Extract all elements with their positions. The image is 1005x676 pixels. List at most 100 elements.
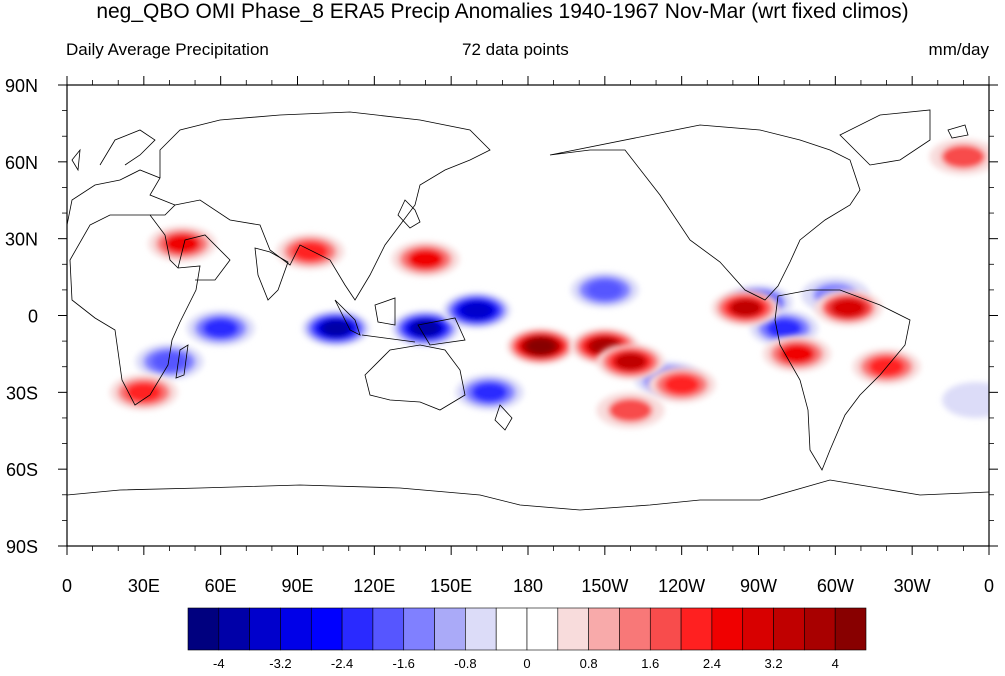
subtitle-left: Daily Average Precipitation xyxy=(66,40,269,59)
anomaly-cell xyxy=(135,343,204,380)
x-tick-label: 90W xyxy=(740,576,777,596)
anomaly-contour xyxy=(830,297,867,318)
anomaly-cell xyxy=(570,271,639,308)
anomaly-contour xyxy=(321,319,351,337)
colorbar-box xyxy=(526,607,559,651)
colorbar-label: 3.2 xyxy=(765,656,783,671)
colorbar-box xyxy=(218,607,250,651)
anomaly-cell xyxy=(929,138,989,175)
anomaly-contour xyxy=(729,298,762,317)
colorbar-box xyxy=(834,607,867,651)
anomaly-contour xyxy=(292,241,329,262)
colorbar-box xyxy=(187,607,220,651)
anomaly-cell xyxy=(506,328,575,365)
x-tick-label: 60E xyxy=(205,576,237,596)
colorbar-box xyxy=(619,607,651,651)
colorbar-box xyxy=(711,607,744,651)
anomaly-contour xyxy=(471,382,508,403)
colorbar-label: 2.4 xyxy=(703,656,721,671)
anomaly-field xyxy=(109,138,989,429)
anomaly-cell xyxy=(596,392,665,429)
colorbar-label: -0.8 xyxy=(454,656,476,671)
anomaly-cell xyxy=(570,328,639,365)
anomaly-contour xyxy=(663,374,700,395)
colorbar-box xyxy=(249,607,281,651)
anomaly-cell xyxy=(391,310,460,347)
anomaly-contour xyxy=(202,318,239,339)
x-tick-label: 60W xyxy=(817,576,854,596)
colorbar-box xyxy=(280,607,312,651)
colorbar-box xyxy=(372,607,405,651)
y-tick-label: 90N xyxy=(5,76,38,96)
anomaly-cell xyxy=(455,374,524,411)
colorbar-box xyxy=(804,607,836,651)
anomaly-contour xyxy=(941,144,986,169)
y-tick-label: 30N xyxy=(5,230,38,250)
colorbar-box xyxy=(680,607,713,651)
colorbar-label: -2.4 xyxy=(331,656,353,671)
colorbar-label: -3.2 xyxy=(269,656,291,671)
colorbar-box xyxy=(742,607,774,651)
colorbar-box xyxy=(557,607,589,651)
x-tick-label: 30E xyxy=(128,576,160,596)
anomaly-contour xyxy=(407,249,444,270)
colorbar-label: 1.6 xyxy=(641,656,659,671)
y-tick-label: 60N xyxy=(5,153,38,173)
x-tick-label: 180 xyxy=(513,576,543,596)
colorbar-box xyxy=(773,607,805,651)
colorbar-box xyxy=(310,607,343,651)
anomaly-cell xyxy=(762,335,831,372)
anomaly-contour xyxy=(586,279,623,300)
colorbar-box xyxy=(495,607,528,651)
coastlines xyxy=(67,109,989,511)
x-tick-label: 0 xyxy=(62,576,72,596)
anomaly-cell xyxy=(814,289,883,326)
x-tick-label: 0 xyxy=(984,576,994,596)
anomaly-cell xyxy=(596,343,665,380)
anomaly-cell xyxy=(301,310,370,347)
y-tick-label: 30S xyxy=(6,383,38,403)
x-tick-label: 150W xyxy=(581,576,628,596)
x-tick-label: 150E xyxy=(430,576,472,596)
y-tick-label: 60S xyxy=(6,460,38,480)
colorbar-label: 4 xyxy=(832,656,839,671)
colorbar-box xyxy=(403,607,435,651)
anomaly-cell xyxy=(391,241,460,278)
colorbar-box xyxy=(649,607,682,651)
anomaly-contour xyxy=(461,301,492,319)
chart-title: neg_QBO OMI Phase_8 ERA5 Precip Anomalie… xyxy=(96,0,909,23)
anomaly-contour xyxy=(125,382,162,403)
colorbar-label: 0 xyxy=(523,656,530,671)
colorbar-label: -4 xyxy=(213,656,225,671)
colorbar: -4 -3.2 -2.4 -1.6 -0.8 0 0.8 1.6 2.4 3.2 4 xyxy=(187,607,867,671)
x-tick-label: 120W xyxy=(658,576,705,596)
anomaly-contour xyxy=(942,382,989,419)
x-tick-label: 30W xyxy=(894,576,931,596)
x-tick-label: 90E xyxy=(281,576,313,596)
anomaly-contour xyxy=(778,343,815,364)
colorbar-box xyxy=(434,607,466,651)
colorbar-label: -1.6 xyxy=(393,656,415,671)
anomaly-cell xyxy=(186,310,255,347)
anomaly-cell xyxy=(711,289,780,326)
anomaly-cell xyxy=(109,374,178,411)
anomaly-cell xyxy=(442,292,511,329)
subtitle-center: 72 data points xyxy=(462,40,569,59)
anomaly-contour xyxy=(151,351,188,372)
x-tick-label: 120E xyxy=(353,576,395,596)
anomaly-cell xyxy=(647,366,716,403)
colorbar-label: 0.8 xyxy=(580,656,598,671)
y-tick-label: 0 xyxy=(28,307,38,327)
colorbar-box xyxy=(465,607,497,651)
y-axis: 90N 60N 30N 0 30S 60S 90S xyxy=(5,76,998,557)
anomaly-cell xyxy=(148,225,217,262)
subtitle-right: mm/day xyxy=(928,40,989,59)
y-tick-label: 90S xyxy=(6,537,38,557)
anomaly-contour xyxy=(608,398,653,423)
anomaly-contour xyxy=(766,318,803,339)
colorbar-box xyxy=(341,607,374,651)
anomaly-contour xyxy=(526,338,555,355)
colorbar-box xyxy=(588,607,620,651)
anomaly-cell xyxy=(276,233,345,270)
